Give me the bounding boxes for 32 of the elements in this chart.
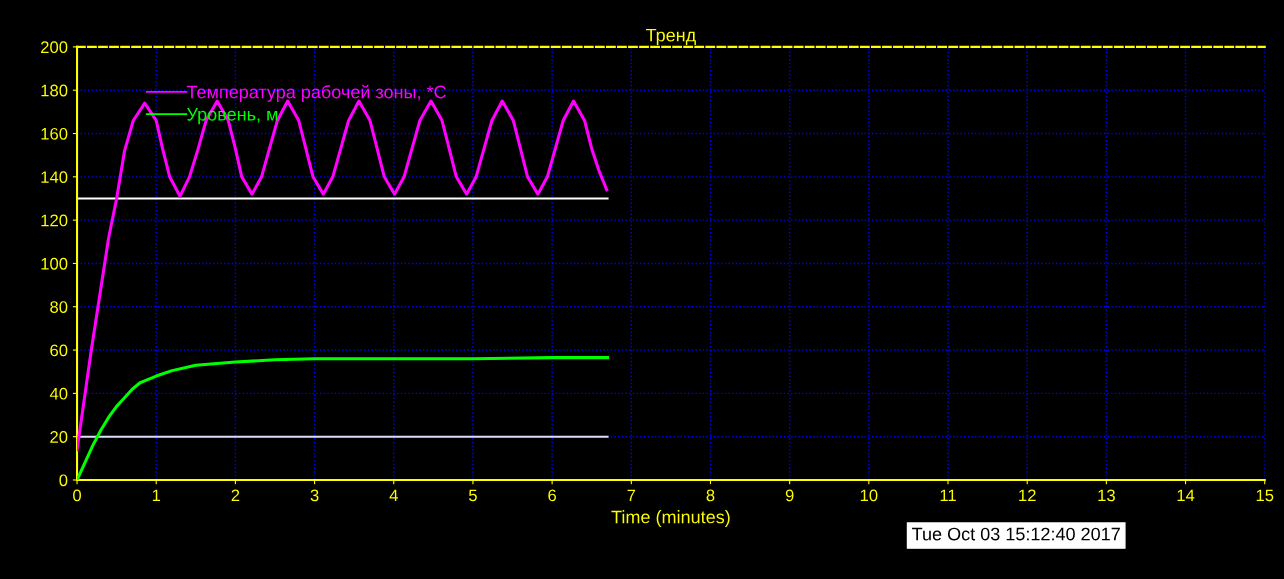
x-tick-label: 11 [940, 489, 956, 502]
x-tick-label: 13 [1098, 489, 1115, 502]
y-tick-label: 100 [41, 257, 68, 270]
x-tick-label: 5 [468, 489, 477, 502]
x-tick-label: 10 [860, 489, 878, 502]
y-tick-label: 180 [41, 84, 68, 97]
text: Tue Oct 03 15:12:40 2017 [912, 527, 1120, 541]
x-tick-label: 12 [1019, 489, 1036, 502]
x-tick-label: 4 [389, 489, 398, 502]
y-tick-label: 120 [41, 214, 68, 227]
x-tick-label: 6 [548, 489, 557, 502]
y-tick-label: 20 [50, 431, 68, 443]
y-tick-label: 0 [59, 474, 68, 487]
y-tick-label: 160 [41, 127, 68, 140]
x-tick-label: 1 [152, 489, 161, 502]
y-tick-label: 40 [49, 387, 68, 400]
x-tick-label: 15 [1256, 489, 1274, 502]
y-tick-label: 200 [41, 41, 68, 54]
x-tick-label: 14 [1177, 489, 1195, 502]
x-tick-label: 3 [310, 489, 319, 502]
x-tick-label: 9 [785, 489, 794, 502]
x-axis-title: Time (minutes) [611, 510, 730, 527]
y-tick-label: 60 [50, 344, 68, 357]
y-tick-label: 80 [50, 301, 68, 313]
x-tick-label: 8 [706, 489, 715, 502]
y-tick-label: 140 [41, 171, 68, 184]
x-tick-label: 2 [231, 489, 240, 502]
chart-title: Тренд [646, 28, 696, 46]
x-tick-label: 0 [73, 489, 82, 502]
x-tick-label: 7 [627, 489, 636, 502]
line-series [77, 356, 610, 480]
legend-label: Температура рабочей зоны, *C [186, 84, 446, 102]
